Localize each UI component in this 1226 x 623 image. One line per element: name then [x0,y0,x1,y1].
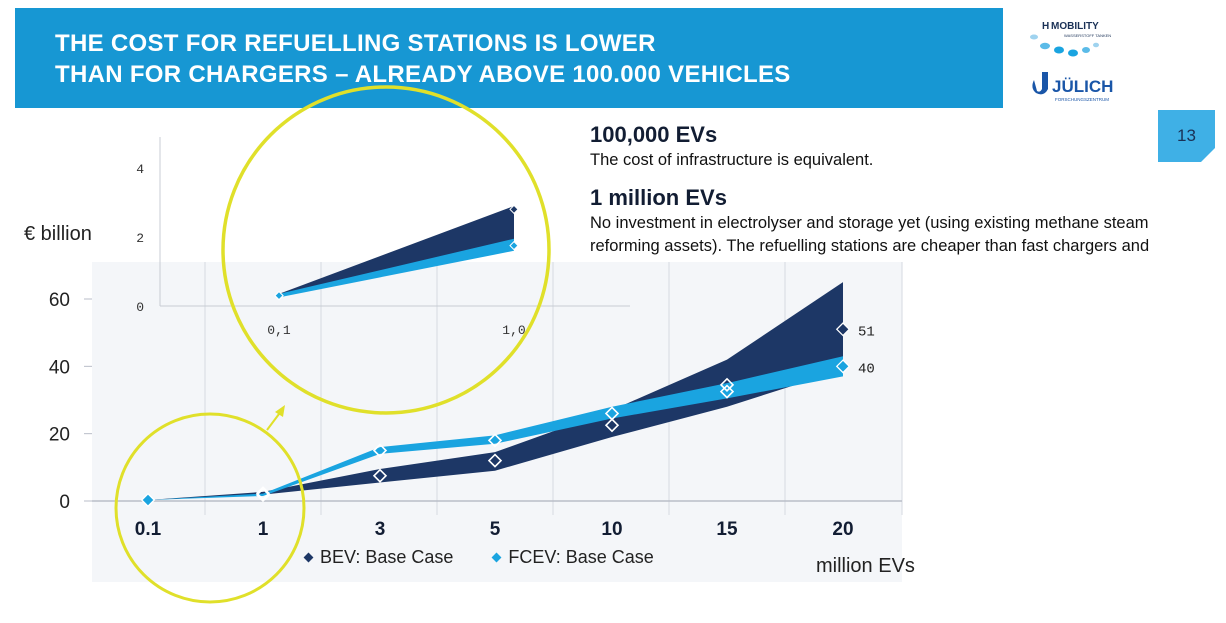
zoom-circle-large [221,85,551,415]
y-axis-label: € billion [24,223,92,245]
zoom-arrow-head [275,405,285,417]
bev-end-point [836,322,850,337]
inset-x-tick-label: 0,1 [267,323,291,338]
fcev-data-point [604,406,620,421]
chart-legend: BEV: Base Case FCEV: Base Case [303,547,654,568]
legend-label-bev: BEV: Base Case [320,547,454,567]
note-1m-heading: 1 million EVs [590,185,727,210]
inset-fcev-point [509,240,519,251]
partner-logos: H MOBILITY WASSERSTOFF TANKEN JÜLICH FOR… [1030,21,1113,102]
fcev-start-point [141,493,155,507]
x-tick-label: 5 [490,519,501,540]
legend-item-bev: BEV: Base Case [303,547,454,568]
svg-text:JÜLICH: JÜLICH [1052,77,1113,96]
x-tick-label: 20 [832,519,853,540]
x-axis-label: million EVs [816,555,915,577]
svg-text:MOBILITY: MOBILITY [1051,21,1099,32]
inset-y-tick-label: 2 [136,231,144,246]
y-tick-label: 60 [49,290,70,311]
note-100k: 100,000 EVs The cost of infrastructure i… [590,121,1150,172]
legend-marker-fcev [491,552,502,563]
y-tick-label: 0 [59,492,70,513]
fcev-data-point [719,384,735,399]
note-100k-text: The cost of infrastructure is equivalent… [590,151,874,169]
inset-x-tick-label: 1,0 [502,323,525,338]
fcev-end-point [836,359,850,374]
fcev-data-point [255,487,271,503]
inset-bev-band [279,205,514,298]
y-tick-label: 40 [49,357,70,378]
x-tick-label: 0.1 [135,519,162,540]
legend-item-fcev: FCEV: Base Case [491,547,654,568]
bev-data-point [255,486,271,501]
inset-y-tick-label: 0 [136,300,144,315]
bev-data-point [604,418,620,433]
plot-area [92,262,902,582]
x-tick-label: 1 [258,519,269,540]
h2-mobility-logo: H MOBILITY WASSERSTOFF TANKEN [1030,21,1111,57]
fcev-data-point [372,443,388,458]
inset-bev-point [509,204,519,215]
bev-end-label: 51 [858,324,875,340]
svg-text:FORSCHUNGSZENTRUM: FORSCHUNGSZENTRUM [1055,97,1109,102]
inset-y-tick-label: 4 [136,162,144,177]
svg-text:WASSERSTOFF TANKEN: WASSERSTOFF TANKEN [1064,33,1111,38]
legend-label-fcev: FCEV: Base Case [508,547,654,567]
fcev-data-point [487,433,503,448]
bev-data-point [719,377,735,392]
inset-fcev-point [274,290,284,301]
x-tick-label: 3 [375,519,386,540]
slide-number: 13 [1158,110,1215,162]
y-tick-label: 20 [49,425,70,446]
slide-title: THE COST FOR REFUELLING STATIONS IS LOWE… [55,28,791,90]
julich-logo: JÜLICH FORSCHUNGSZENTRUM [1032,72,1113,102]
fcev-end-label: 40 [858,361,875,377]
bev-data-point [372,468,388,483]
x-tick-label: 15 [716,519,738,540]
legend-marker-bev [303,552,314,563]
zoom-circle-small [114,412,306,604]
title-banner: THE COST FOR REFUELLING STATIONS IS LOWE… [15,8,1003,108]
bev-data-point [487,453,503,468]
svg-text:H: H [1042,21,1049,32]
title-line-2: THAN FOR CHARGERS – ALREADY ABOVE 100.00… [55,61,791,88]
x-tick-label: 10 [601,519,622,540]
note-100k-heading: 100,000 EVs [590,122,718,147]
inset-fcev-band [279,238,514,298]
title-line-1: THE COST FOR REFUELLING STATIONS IS LOWE… [55,30,656,57]
